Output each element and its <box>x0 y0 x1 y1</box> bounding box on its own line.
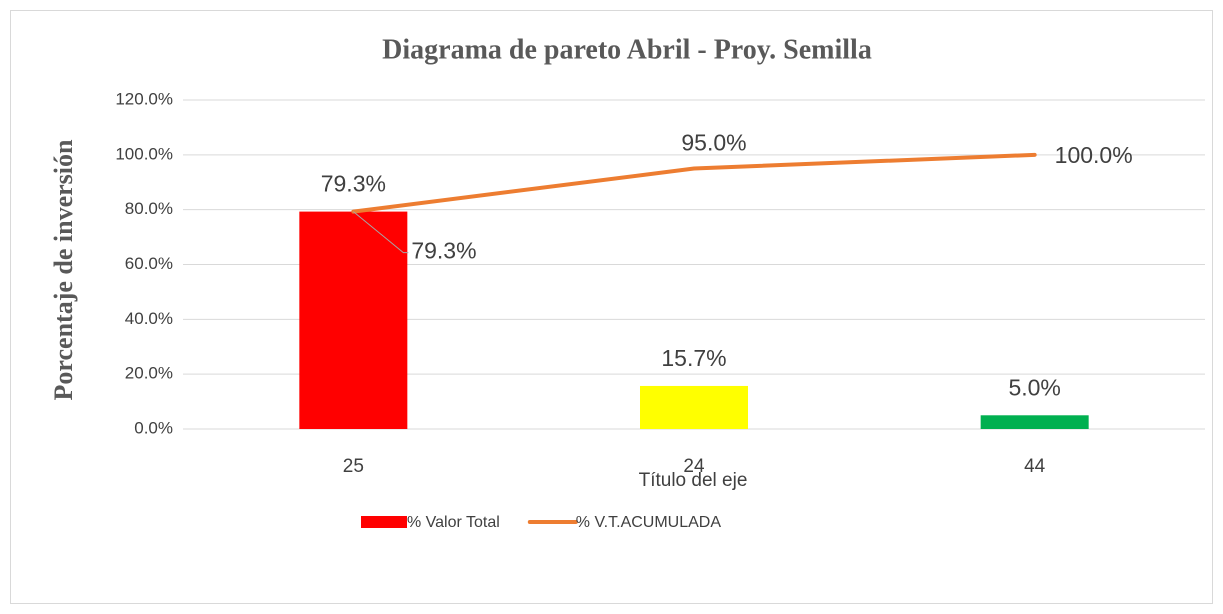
legend-label: % Valor Total <box>407 514 500 531</box>
bar <box>980 415 1089 429</box>
line-value-label: 100.0% <box>1055 142 1133 168</box>
line-value-label: 95.0% <box>681 130 746 156</box>
y-tick-label: 100.0% <box>115 144 173 163</box>
legend-swatch <box>361 516 407 528</box>
bar-value-label: 79.3% <box>321 171 386 197</box>
y-tick-label: 20.0% <box>125 364 173 383</box>
y-tick-label: 40.0% <box>125 309 173 328</box>
y-tick-label: 60.0% <box>125 254 173 273</box>
bar <box>299 211 408 429</box>
y-axis-title: Porcentaje de inversión <box>49 139 78 400</box>
chart-border <box>10 10 1213 604</box>
bar-value-label: 15.7% <box>661 345 726 371</box>
chart-title: Diagrama de pareto Abril - Proy. Semilla <box>382 34 872 65</box>
bar-value-label: 5.0% <box>1008 374 1060 400</box>
line <box>351 152 1037 214</box>
y-tick-label: 120.0% <box>115 89 173 108</box>
y-tick-label: 0.0% <box>134 418 173 437</box>
legend-label: % V.T.ACUMULADA <box>576 514 722 531</box>
leader-line <box>353 211 409 254</box>
y-tick-label: 80.0% <box>125 199 173 218</box>
x-tick-label: 24 <box>683 456 705 477</box>
x-tick-label: 44 <box>1024 456 1046 477</box>
x-tick-label: 25 <box>343 456 364 477</box>
bar <box>640 385 748 429</box>
x-axis-title: Título del eje <box>639 470 748 491</box>
line-value-label: 79.3% <box>411 238 476 264</box>
